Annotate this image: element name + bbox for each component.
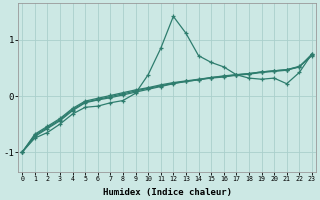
X-axis label: Humidex (Indice chaleur): Humidex (Indice chaleur) [102,188,232,197]
